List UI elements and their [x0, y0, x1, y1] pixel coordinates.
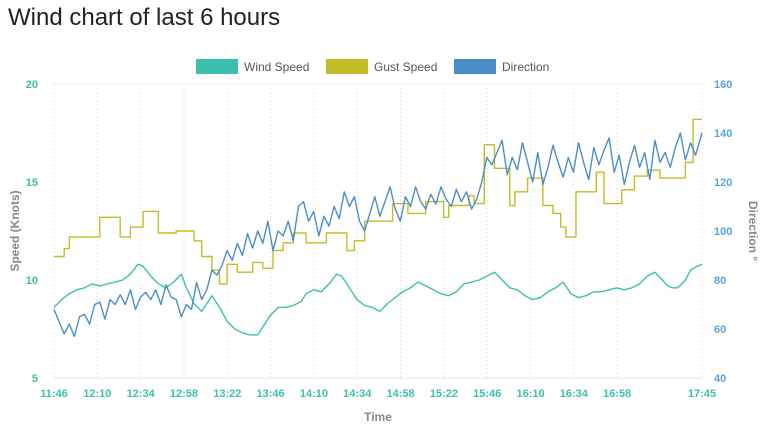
x-tick-label: 16:58 — [603, 388, 631, 400]
legend-item-wind-speed[interactable]: Wind Speed — [196, 59, 309, 74]
x-axis-title: Time — [364, 410, 392, 424]
y-right-tick-label: 80 — [714, 275, 726, 287]
x-tick-label: 14:34 — [343, 388, 372, 400]
legend-swatch — [326, 59, 368, 74]
x-tick-label: 15:22 — [430, 388, 458, 400]
x-tick-label: 12:34 — [127, 388, 156, 400]
legend-label: Wind Speed — [244, 60, 309, 74]
x-tick-label: 13:46 — [257, 388, 285, 400]
grid-lines — [53, 83, 703, 379]
x-tick-label: 15:46 — [473, 388, 501, 400]
x-tick-label: 16:34 — [560, 388, 589, 400]
y-left-tick-label: 20 — [26, 79, 38, 91]
y-right-tick-label: 140 — [714, 128, 732, 140]
y-axis-right: 40 60 80 100 120 140 160 — [714, 79, 732, 385]
x-tick-label: 11:46 — [40, 388, 68, 400]
legend-item-gust-speed[interactable]: Gust Speed — [326, 59, 437, 74]
series-line-direction — [53, 132, 703, 338]
x-tick-label: 13:22 — [213, 388, 241, 400]
legend-swatch — [454, 59, 496, 74]
legend[interactable]: Wind Speed Gust Speed Direction — [196, 59, 549, 74]
x-tick-label: 12:10 — [83, 388, 111, 400]
y-axis-left-title: Speed (Knots) — [8, 190, 22, 271]
x-tick-label: 17:45 — [688, 388, 716, 400]
legend-item-direction[interactable]: Direction — [454, 59, 549, 74]
legend-label: Gust Speed — [374, 60, 437, 74]
legend-swatch — [196, 59, 238, 74]
y-right-tick-label: 100 — [714, 226, 732, 238]
legend-label: Direction — [502, 60, 549, 74]
x-tick-label: 16:10 — [516, 388, 544, 400]
x-axis: 11:46 12:10 12:34 12:58 13:22 13:46 14:10 14:34… — [40, 388, 716, 400]
y-right-tick-label: 120 — [714, 177, 732, 189]
y-right-tick-label: 40 — [714, 373, 726, 385]
series-line-gust-speed — [54, 118, 702, 285]
y-axis-right-title: Direction ° — [746, 201, 760, 261]
x-tick-label: 12:58 — [170, 388, 198, 400]
y-right-tick-label: 60 — [714, 324, 726, 336]
y-left-tick-label: 5 — [32, 373, 38, 385]
y-axis-left: 5 10 15 20 — [26, 79, 38, 385]
y-left-tick-label: 10 — [26, 275, 38, 287]
y-left-tick-label: 15 — [26, 177, 38, 189]
x-tick-label: 14:10 — [300, 388, 328, 400]
page-title: Wind chart of last 6 hours — [8, 4, 281, 31]
y-right-tick-label: 160 — [714, 79, 732, 91]
x-tick-label: 14:58 — [386, 388, 414, 400]
series-group — [53, 118, 703, 338]
